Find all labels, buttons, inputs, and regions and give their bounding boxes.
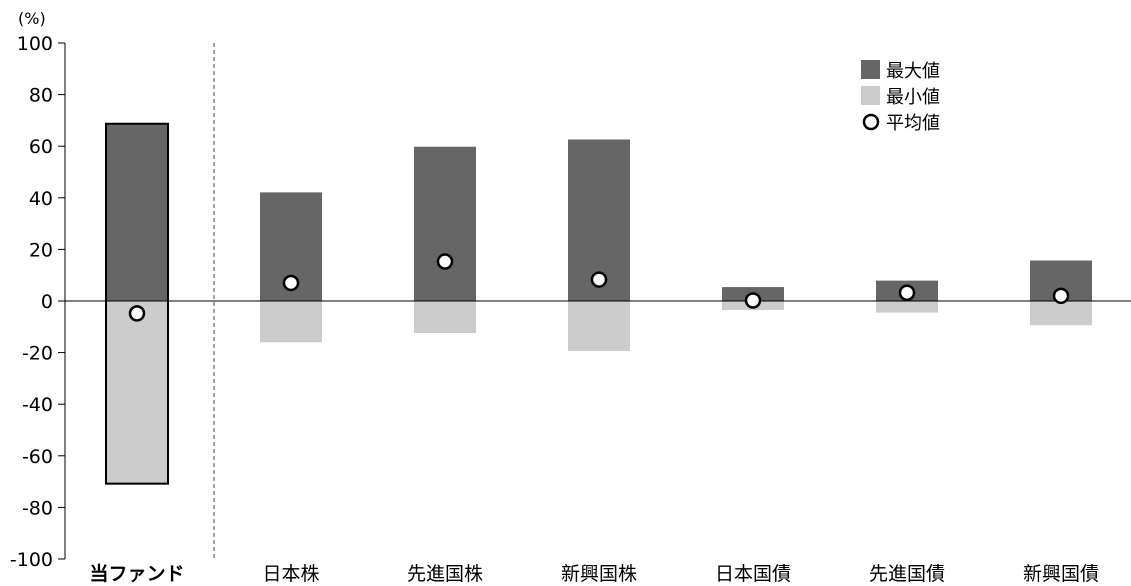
fund-bar-outline	[105, 122, 169, 485]
bar-min	[1030, 301, 1092, 326]
x-category-label: 先進国株	[407, 563, 483, 585]
bar-max	[106, 123, 168, 301]
legend-label: 最大値	[886, 61, 940, 82]
y-tick-label: 40	[29, 188, 53, 210]
y-tick-label: -80	[22, 497, 53, 519]
y-tick-label: 100	[17, 33, 53, 55]
y-tick-label: -60	[22, 446, 53, 468]
average-marker-layer	[128, 253, 1070, 322]
avg-point	[590, 271, 608, 288]
x-category-label: 新興国株	[561, 563, 637, 585]
legend-label: 最小値	[886, 87, 940, 108]
legend-swatch-avg	[862, 113, 880, 131]
bar-min	[260, 301, 322, 343]
y-tick-label: -20	[22, 343, 53, 365]
y-tick-label: 0	[41, 291, 53, 313]
bar-min	[106, 301, 168, 484]
bar-min	[414, 301, 476, 333]
axis-layer: (%) 100 80 60 40 20 0 -20 -40 -60 -80 -100	[10, 9, 215, 571]
avg-point	[436, 253, 454, 270]
y-tick-label: 20	[29, 239, 53, 261]
category-label-layer: 当ファンド 日本株 先進国株 新興国株 日本国債 先進国債 新興国債	[89, 562, 1099, 585]
avg-point	[128, 305, 146, 322]
y-tick-label: -40	[22, 394, 53, 416]
x-category-label: 日本国債	[715, 563, 791, 585]
y-tick-label: 80	[29, 85, 53, 107]
y-tick-label: -100	[10, 549, 53, 571]
bar-layer	[105, 122, 1092, 485]
x-category-label: 当ファンド	[89, 562, 184, 585]
y-tick-label: 60	[29, 136, 53, 158]
y-axis-unit-label: (%)	[18, 9, 46, 28]
avg-point	[1052, 287, 1070, 305]
x-category-label: 先進国債	[869, 563, 945, 585]
x-category-label: 日本株	[262, 563, 319, 585]
legend-swatch-min	[861, 86, 880, 105]
x-category-label: 新興国債	[1023, 563, 1099, 585]
avg-point	[744, 292, 762, 309]
bar-min	[568, 301, 630, 352]
avg-point	[898, 284, 916, 301]
legend-swatch-max	[861, 60, 880, 79]
bar-min	[876, 301, 938, 313]
legend-label: 平均値	[886, 113, 940, 134]
bar-max	[414, 146, 476, 301]
avg-point	[282, 274, 300, 292]
